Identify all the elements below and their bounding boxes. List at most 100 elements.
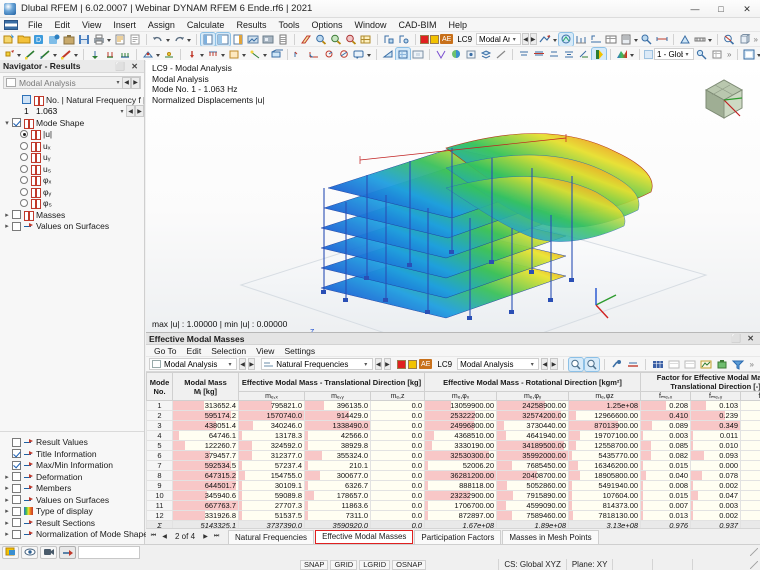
last-page-button[interactable]: ⏭ [213, 533, 220, 539]
radio[interactable] [20, 130, 28, 139]
select-all-icon[interactable] [434, 48, 448, 61]
close-icon[interactable]: ✕ [131, 61, 138, 71]
table-cell[interactable]: 0.976 [640, 520, 692, 528]
grid-toggle-icon[interactable] [395, 47, 411, 61]
table-row[interactable]: 6 379457.7 312377.0 355324.0 0.0 32530300.00 3… [146, 450, 760, 461]
select-in-model-icon[interactable] [610, 358, 624, 371]
expander-icon[interactable]: ▸ [5, 519, 9, 527]
result-dimension-icon[interactable] [655, 33, 669, 46]
menu-item-calculate[interactable]: Calculate [186, 19, 225, 30]
result-table-icon[interactable] [604, 33, 618, 46]
table-cell[interactable]: 5143325.1 [172, 520, 239, 528]
minimize-button[interactable]: — [690, 4, 700, 14]
table-menu-edit[interactable]: Edit [186, 345, 202, 356]
table-result-next[interactable]: ▶ [383, 358, 392, 370]
table-cell[interactable]: 30109.1 [238, 480, 305, 491]
find-in-table-icon[interactable] [567, 356, 584, 372]
cs-table-icon[interactable] [710, 48, 724, 61]
show-results-icon[interactable] [557, 32, 574, 46]
open-recent-icon[interactable]: D [32, 33, 46, 46]
layers-icon[interactable] [479, 48, 493, 61]
table-cell[interactable]: 0.0 [369, 510, 426, 521]
table-cell[interactable]: 0.000 [740, 430, 760, 441]
dim-radial-icon[interactable] [322, 48, 336, 61]
cell-mode-no[interactable]: 9 [146, 480, 173, 491]
align-top-icon[interactable] [517, 48, 531, 61]
expander-icon[interactable]: ▸ [5, 211, 9, 219]
table-cell[interactable]: 0.011 [690, 430, 742, 441]
table-cell[interactable]: 0.078 [690, 470, 742, 481]
table-cell[interactable]: 0.000 [740, 420, 760, 431]
table-cell[interactable]: 64746.1 [172, 430, 239, 441]
table-row[interactable]: 10 345940.6 59089.8 178657.0 0.0 23232900.00 7… [146, 490, 760, 501]
pointer-icon[interactable] [59, 545, 76, 559]
panel-right-icon[interactable] [231, 33, 245, 46]
checkbox[interactable] [12, 221, 21, 231]
table-cell[interactable]: 647315.2 [172, 470, 239, 481]
table-cell[interactable]: 0.000 [740, 400, 760, 411]
cell-mode-no[interactable]: 1 [146, 400, 173, 411]
toolbar-overflow-button[interactable]: » [753, 34, 758, 44]
table-cell[interactable]: 1.67e+08 [424, 520, 498, 528]
col-header-fmez[interactable]: fₘₑ,z [740, 391, 760, 401]
lc-next-button[interactable]: ▶ [529, 33, 537, 45]
load-imposed-icon[interactable] [269, 48, 284, 61]
load-line-icon[interactable] [206, 48, 220, 61]
table-cell[interactable]: 0.239 [690, 410, 742, 421]
result-diagram-icon[interactable] [574, 33, 588, 46]
checkbox[interactable] [12, 210, 21, 220]
project-icon[interactable] [62, 33, 76, 46]
table-cell[interactable]: 340246.0 [238, 420, 305, 431]
checkbox[interactable] [12, 472, 21, 482]
table-cell[interactable]: 644501.7 [172, 480, 239, 491]
export-table-icon[interactable] [651, 358, 665, 371]
expander-icon[interactable]: ▸ [5, 473, 9, 481]
next-page-button[interactable]: ▶ [203, 534, 208, 540]
cell-mode-no[interactable]: 4 [146, 430, 173, 441]
table-cell[interactable]: 32530300.00 [424, 450, 498, 461]
table-cell[interactable]: 13178.3 [238, 430, 305, 441]
table-cell[interactable]: 12558700.00 [568, 440, 642, 451]
tree-item-normalization[interactable]: ▸ Normalization of Mode Shapes [2, 529, 152, 541]
menu-item-file[interactable]: File [28, 19, 43, 30]
table-cell[interactable]: 24258900.00 [496, 400, 570, 411]
table-result-prev[interactable]: ◀ [374, 358, 382, 370]
table-cell[interactable]: 0.000 [740, 510, 760, 521]
table-case-next[interactable]: ▶ [248, 358, 256, 370]
table-cell[interactable]: 12966600.00 [568, 410, 642, 421]
table-cell[interactable]: 4599090.00 [496, 500, 570, 511]
dim-diameter-icon[interactable] [337, 48, 351, 61]
table-cell[interactable]: 154755.0 [238, 470, 305, 481]
table-cell[interactable]: 59089.8 [238, 490, 305, 501]
analysis-type-combo[interactable]: Modal Analysis ▾ [476, 33, 522, 45]
table-cell[interactable]: 3590920.0 [304, 520, 371, 528]
tree-item-deformation[interactable]: ▸ Deformation [2, 471, 144, 483]
view-cube-icon[interactable] [696, 70, 752, 126]
table-cell[interactable]: 18905800.00 [568, 470, 642, 481]
result-report-caret[interactable] [633, 33, 639, 46]
table-cell[interactable]: 0.0 [369, 460, 426, 471]
table-cell[interactable]: 0.0 [369, 400, 426, 411]
table-cell[interactable]: 24996800.00 [424, 420, 498, 431]
table-cell[interactable]: 7311.0 [304, 510, 371, 521]
fullscreen-icon[interactable] [742, 48, 756, 61]
table-cell[interactable]: 1338490.0 [304, 420, 371, 431]
load-free-caret[interactable] [263, 48, 268, 61]
redo-dropdown-caret[interactable] [187, 33, 192, 46]
table-cell[interactable]: 0.349 [690, 420, 742, 431]
col-header-mez[interactable]: mₑ,z [369, 391, 426, 401]
menu-item-edit[interactable]: Edit [54, 19, 71, 30]
table-cell[interactable]: 0.0 [369, 420, 426, 431]
expander-icon[interactable]: ▾ [5, 119, 9, 127]
cell-mode-no[interactable]: 11 [146, 500, 173, 511]
print-dropdown-caret[interactable] [107, 33, 112, 46]
menu-item-options[interactable]: Options [311, 19, 343, 30]
new-model-icon[interactable] [2, 33, 16, 46]
color-gradient-caret[interactable] [630, 48, 635, 61]
table-view-icon[interactable] [276, 33, 290, 46]
member-dropdown-caret[interactable] [74, 48, 79, 61]
render-icon[interactable] [2, 545, 19, 559]
align-center-icon[interactable] [532, 48, 546, 61]
tree-item-type-of-display[interactable]: ▸ Type of display [2, 506, 144, 518]
panel-split-icon[interactable] [215, 32, 231, 46]
